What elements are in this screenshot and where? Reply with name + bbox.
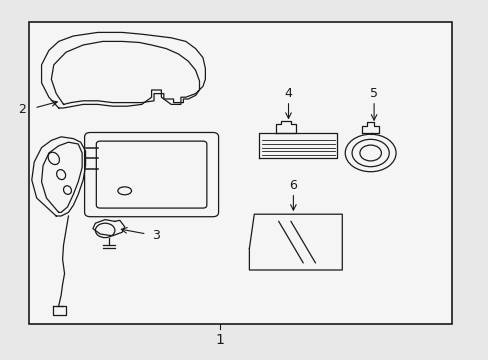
Text: 1: 1	[215, 333, 224, 347]
Text: 4: 4	[284, 87, 292, 100]
Polygon shape	[249, 214, 342, 270]
Text: 3: 3	[152, 229, 160, 242]
Text: 5: 5	[369, 87, 377, 100]
Polygon shape	[276, 121, 295, 133]
Bar	[29, 22, 451, 324]
Text: 2: 2	[18, 103, 26, 116]
Text: 6: 6	[289, 179, 297, 192]
